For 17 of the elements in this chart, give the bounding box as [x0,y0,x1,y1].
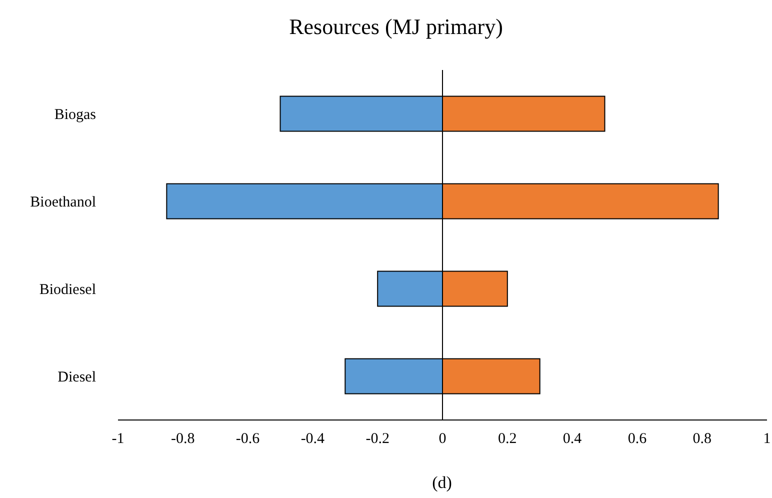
x-tick-label: -0.6 [236,431,260,447]
x-tick-label: -0.4 [300,431,326,447]
x-tick-label: 0.4 [562,431,582,447]
x-tick-label: -0.2 [366,431,390,447]
x-tick-label: -1 [112,431,124,447]
text: (d) [432,473,452,492]
x-tick-label: 0.2 [498,431,517,447]
y-tick-label: Diesel [58,369,96,386]
x-tick-label: 1 [763,431,771,447]
x-tick-label: 0 [438,431,446,447]
y-tick-label: Biogas [54,106,96,123]
y-tick-label: Bioethanol [30,194,96,210]
x-tick-label: -0.8 [171,431,195,447]
x-tick-label: 0.6 [628,431,648,447]
y-tick-label: Biodiesel [39,282,96,298]
x-tick-label: 0.8 [692,431,712,447]
chart-title: Resources (MJ primary) [289,14,503,39]
